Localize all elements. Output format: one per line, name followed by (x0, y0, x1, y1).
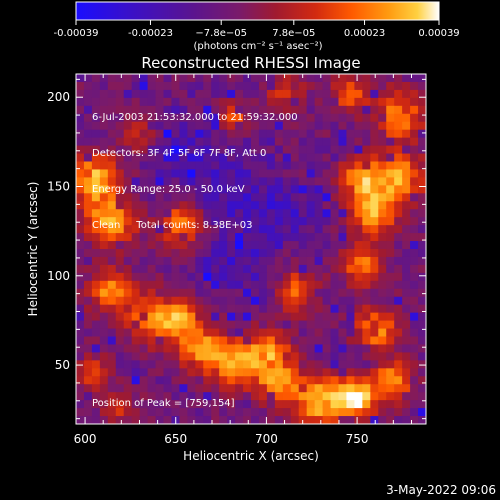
colorbar-gradient (75, 1, 440, 21)
y-tick-label: 150 (47, 180, 70, 194)
y-axis-label: Heliocentric Y (arcsec) (26, 182, 40, 317)
time-range-text: 6-Jul-2003 21:53:32.000 to 21:59:32.000 (92, 112, 298, 123)
energy-range-text: Energy Range: 25.0 - 50.0 keV (92, 184, 245, 195)
colorbar-tick-label: 0.00023 (344, 28, 385, 39)
method-counts-line: Clean Total counts: 8.38E+03 (92, 220, 298, 232)
counts-text: Total counts: 8.38E+03 (136, 220, 253, 231)
colorbar-units: (photons cm⁻² s⁻¹ asec⁻²) (193, 41, 322, 52)
colorbar-tick-label: -0.00039 (54, 28, 99, 39)
colorbar-tick-label: 7.8e−05 (272, 28, 315, 39)
y-tick-label: 50 (55, 358, 70, 372)
x-axis-label: Heliocentric X (arcsec) (183, 449, 319, 463)
axis-ticks: 600 650 700 750 50 100 150 200 (47, 74, 426, 446)
colorbar-tick-label: −7.8e−05 (195, 28, 247, 39)
x-tick-label: 700 (255, 432, 278, 446)
x-tick-label: 650 (164, 432, 187, 446)
x-tick-label: 600 (74, 432, 97, 446)
y-tick-label: 200 (47, 90, 70, 104)
plot-date: 3-May-2022 09:06 (386, 483, 496, 497)
heatmap-pixels (76, 74, 426, 424)
solar-flare-image (76, 74, 426, 424)
method-text: Clean (92, 220, 121, 231)
colorbar-tick-label: -0.00023 (128, 28, 173, 39)
plot-frame (75, 73, 427, 425)
colorbar-tick-label: 0.00039 (418, 28, 459, 39)
x-tick-label: 750 (346, 432, 369, 446)
colorbar-ticks: -0.00039 -0.00023 −7.8e−05 7.8e−05 0.00023 0.… (54, 20, 460, 39)
annotation-block: 6-Jul-2003 21:53:32.000 to 21:59:32.000 … (92, 88, 298, 244)
y-tick-label: 100 (47, 269, 70, 283)
colorbar: -0.00039 -0.00023 −7.8e−05 7.8e−05 0.00023 0.… (54, 1, 460, 52)
detectors-text: Detectors: 3F 4F 5F 6F 7F 8F, Att 0 (92, 148, 267, 159)
peak-position-text: Position of Peak = [759,154] (92, 398, 235, 409)
plot-title: Reconstructed RHESSI Image (141, 54, 360, 72)
